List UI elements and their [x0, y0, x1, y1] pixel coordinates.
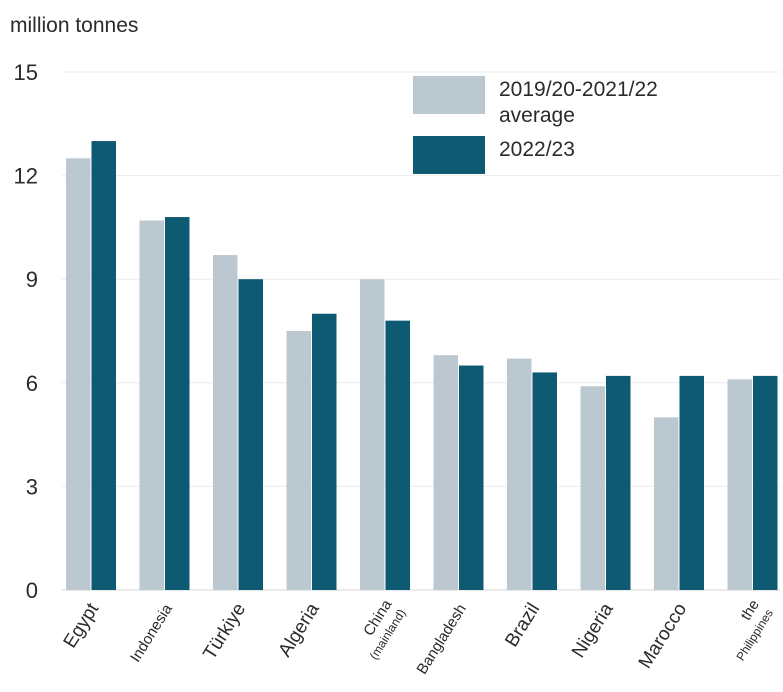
- bar-group-turkiye: [213, 255, 263, 590]
- legend-label: 2019/20-2021/22 average: [499, 78, 658, 127]
- bar-group-the-philippines: [727, 375, 778, 590]
- bar-group-nigeria: [580, 375, 631, 590]
- bar-2022-23: [238, 279, 263, 590]
- bar-2019-20-2021-22-average: [213, 255, 238, 590]
- x-tick-label: Bangladesh: [413, 601, 469, 677]
- bar-2022-23: [459, 365, 484, 590]
- bar-group-china-mainland: [360, 279, 410, 590]
- bar-2022-23: [312, 313, 337, 590]
- y-axis-title: million tonnes: [10, 14, 138, 37]
- y-axis-ticks: 0 3 6 9 12 15: [14, 60, 38, 603]
- x-tick-label: Brazil: [501, 600, 544, 651]
- legend-swatch: [413, 136, 485, 174]
- bar-group-indonesia: [139, 217, 190, 591]
- y-tick-label: 15: [14, 60, 38, 85]
- x-tick-label: China(mainland): [351, 596, 409, 662]
- x-tick-label: Indonesia: [127, 601, 176, 666]
- legend-swatch: [413, 76, 485, 114]
- x-tick-label: Egypt: [60, 599, 104, 652]
- bar-group-bangladesh: [433, 355, 484, 590]
- x-axis-ticks: Egypt Indonesia Türkiye Algeria China(mainla…: [60, 596, 776, 677]
- bar-2019-20-2021-22-average: [360, 279, 385, 590]
- x-tick-label: thePhilippines: [718, 597, 776, 663]
- x-tick-label: Türkiye: [199, 600, 250, 664]
- bar-group-brazil: [507, 358, 557, 590]
- bar-2022-23: [606, 375, 631, 590]
- bar-2019-20-2021-22-average: [286, 331, 311, 590]
- bar-2019-20-2021-22-average: [654, 417, 679, 590]
- y-tick-label: 9: [26, 267, 38, 292]
- bar-2019-20-2021-22-average: [66, 158, 91, 591]
- legend-item-2022-23: 2022/23: [413, 136, 575, 174]
- bar-group-algeria: [286, 313, 337, 590]
- bar-2019-20-2021-22-average: [139, 220, 164, 590]
- bar-2019-20-2021-22-average: [507, 358, 532, 590]
- bar-2022-23: [165, 217, 190, 591]
- bar-group-marocco: [654, 375, 704, 590]
- legend-label: 2022/23: [499, 138, 575, 161]
- legend-item-2019-20-2021-22-average: 2019/20-2021/22 average: [413, 76, 658, 127]
- x-tick-label: Marocco: [635, 600, 691, 673]
- y-tick-label: 12: [14, 164, 38, 189]
- bar-2022-23: [91, 141, 116, 591]
- bar-2022-23: [679, 375, 704, 590]
- y-tick-label: 0: [26, 578, 38, 603]
- bar-2019-20-2021-22-average: [580, 386, 605, 590]
- y-tick-label: 3: [26, 474, 38, 499]
- bar-group-egypt: [66, 141, 116, 591]
- x-tick-label: Nigeria: [568, 599, 618, 662]
- bars: [66, 141, 778, 591]
- bar-2019-20-2021-22-average: [433, 355, 458, 590]
- bar-2022-23: [385, 320, 410, 590]
- bar-2019-20-2021-22-average: [727, 379, 752, 590]
- y-tick-label: 6: [26, 371, 38, 396]
- legend: 2019/20-2021/22 average 2022/23: [413, 76, 658, 174]
- x-tick-label: Algeria: [275, 599, 324, 661]
- bar-2022-23: [753, 375, 778, 590]
- bar-2022-23: [532, 372, 557, 590]
